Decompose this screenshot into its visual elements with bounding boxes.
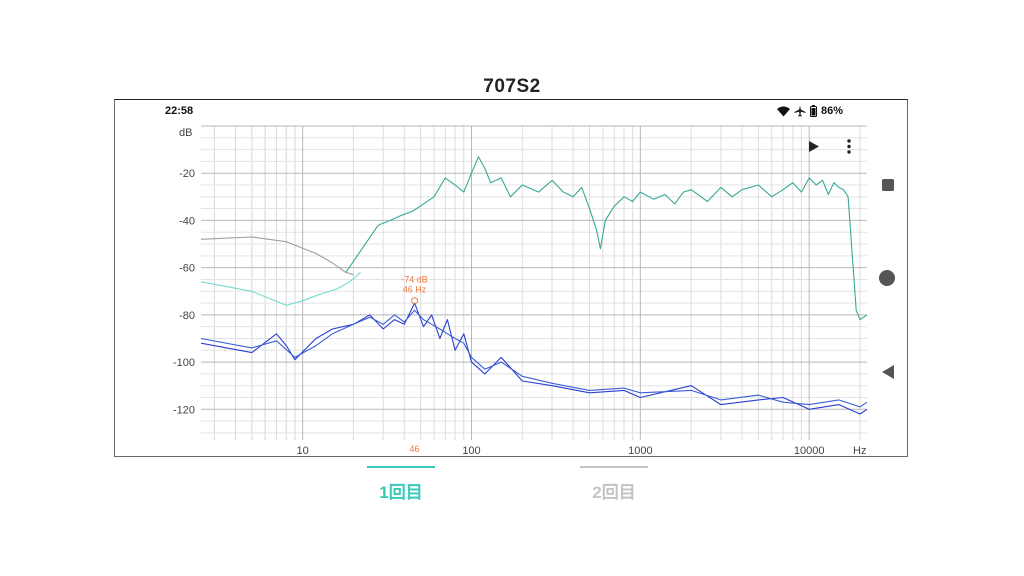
grid-minor [201,126,867,440]
series-line-1 [200,236,354,276]
series-line-4 [200,302,868,415]
y-tick-label: -20 [179,168,195,180]
phone-screenshot: 22:58 86% -74 dB 46 Hz 46 10 100 1000 10000 -2… [114,99,908,457]
airplane-icon [794,105,806,117]
grid-major [201,125,867,440]
tab-first[interactable]: 1回目 [366,466,436,503]
tab-second-indicator [580,466,648,468]
marker-axis-label: 46 [410,444,420,454]
y-axis-unit: dB [179,127,192,139]
status-time: 22:58 [165,105,194,117]
tab-second-label: 2回目 [592,483,636,502]
more-vert-icon[interactable] [847,139,851,154]
series-line-2 [200,271,361,306]
circle-home-icon[interactable] [878,269,896,287]
series-line-3 [345,156,868,321]
marker-db-label: -74 dB [401,275,428,285]
x-tick-label: 10 [297,445,309,457]
marker-point [411,297,419,305]
y-tick-label: -120 [173,404,195,416]
wifi-icon [776,106,790,116]
x-tick-label: 1000 [628,445,652,457]
axis-labels: 10 100 1000 10000 -20 -40 -60 -80 -100 -120 [173,168,825,457]
x-axis-unit: Hz [853,445,866,457]
tab-second[interactable]: 2回目 [579,466,649,503]
tab-first-label: 1回目 [379,483,423,502]
tab-first-indicator [367,466,435,468]
y-tick-label: -80 [179,310,195,322]
x-tick-label: 10000 [794,445,825,457]
triangle-back-icon[interactable] [880,364,896,380]
x-tick-label: 100 [462,445,480,457]
status-bar: 22:58 86% [115,100,907,122]
y-tick-label: -60 [179,263,195,275]
series-layer [200,156,868,415]
series-line-5 [200,309,868,408]
status-icons: 86% [776,105,843,117]
square-stop-icon[interactable] [881,178,895,192]
battery-level: 86% [820,105,843,117]
marker-hz-label: 46 Hz [403,285,427,295]
y-tick-label: -100 [173,357,195,369]
y-tick-label: -40 [179,215,195,227]
play-icon[interactable] [809,141,819,152]
tab-bar: 1回目 2回目 [0,466,1024,526]
page-title: 707S2 [483,76,541,97]
battery-icon [809,105,817,117]
